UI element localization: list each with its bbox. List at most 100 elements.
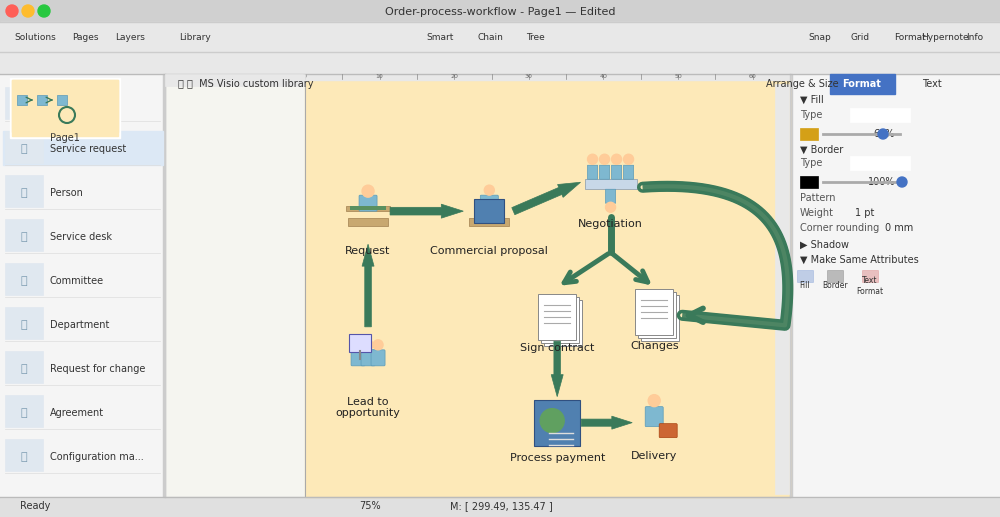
- Circle shape: [606, 202, 616, 212]
- Text: Fill: Fill: [800, 281, 810, 291]
- Circle shape: [878, 129, 888, 139]
- Bar: [827, 270, 843, 282]
- Text: 100%: 100%: [868, 177, 895, 187]
- Text: Configuration ma...: Configuration ma...: [50, 452, 144, 462]
- PathPatch shape: [581, 416, 632, 429]
- Bar: [830, 74, 895, 94]
- FancyBboxPatch shape: [645, 407, 663, 427]
- Bar: [3, 131, 163, 165]
- Text: Process payment: Process payment: [510, 453, 605, 463]
- Bar: [5, 175, 43, 207]
- Text: Solutions: Solutions: [14, 33, 56, 41]
- Bar: [12, 80, 118, 136]
- Circle shape: [484, 185, 494, 195]
- Text: 30: 30: [525, 73, 533, 79]
- Bar: [5, 87, 43, 119]
- Text: 0: 0: [303, 73, 307, 79]
- Bar: [0, 497, 1000, 517]
- FancyBboxPatch shape: [350, 206, 386, 210]
- Text: ⬛: ⬛: [21, 364, 27, 374]
- Circle shape: [648, 394, 660, 407]
- Text: ⬛: ⬛: [21, 144, 27, 154]
- Text: Hypernote: Hypernote: [921, 33, 969, 41]
- Text: Lead to
opportunity: Lead to opportunity: [336, 397, 400, 418]
- Circle shape: [588, 154, 598, 164]
- Text: Type: Type: [800, 110, 822, 120]
- FancyBboxPatch shape: [534, 400, 580, 446]
- Bar: [5, 263, 43, 295]
- Text: 1 pt: 1 pt: [855, 208, 874, 218]
- FancyBboxPatch shape: [600, 165, 610, 179]
- Bar: [5, 351, 43, 383]
- FancyBboxPatch shape: [480, 195, 498, 211]
- Text: Service request: Service request: [50, 144, 126, 154]
- Bar: [800, 128, 818, 140]
- Bar: [17, 95, 27, 105]
- Text: Format: Format: [894, 33, 926, 41]
- Text: Changes: Changes: [630, 341, 679, 351]
- Text: ⬛: ⬛: [21, 408, 27, 418]
- Text: Tree: Tree: [526, 33, 544, 41]
- Bar: [800, 176, 818, 188]
- FancyBboxPatch shape: [612, 165, 622, 179]
- Text: 0 mm: 0 mm: [885, 223, 913, 233]
- FancyBboxPatch shape: [541, 297, 579, 343]
- Text: Person: Person: [50, 188, 83, 198]
- FancyBboxPatch shape: [349, 334, 371, 352]
- Text: Text
Format: Text Format: [856, 276, 884, 296]
- Bar: [305, 78, 790, 497]
- Text: ⬛: ⬛: [21, 188, 27, 198]
- Text: 10: 10: [376, 73, 383, 79]
- Circle shape: [363, 340, 373, 350]
- Text: Text: Text: [922, 79, 942, 89]
- FancyBboxPatch shape: [641, 295, 679, 341]
- FancyBboxPatch shape: [359, 195, 377, 211]
- Bar: [165, 74, 305, 86]
- Bar: [850, 108, 910, 122]
- Bar: [57, 95, 67, 105]
- Bar: [305, 74, 790, 80]
- Bar: [5, 131, 43, 163]
- Bar: [850, 156, 910, 170]
- FancyBboxPatch shape: [371, 350, 385, 366]
- FancyBboxPatch shape: [348, 218, 388, 226]
- Text: ⬛: ⬛: [21, 320, 27, 330]
- Text: Sign contract: Sign contract: [520, 343, 594, 353]
- Bar: [5, 219, 43, 251]
- FancyBboxPatch shape: [638, 292, 676, 338]
- Text: Format: Format: [843, 79, 881, 89]
- Text: Library: Library: [179, 33, 211, 41]
- Text: Pattern: Pattern: [800, 193, 836, 203]
- FancyBboxPatch shape: [346, 206, 390, 211]
- Circle shape: [362, 185, 374, 197]
- Bar: [862, 270, 878, 282]
- Text: Corner rounding: Corner rounding: [800, 223, 879, 233]
- FancyBboxPatch shape: [544, 300, 582, 346]
- Text: Arrange & Size: Arrange & Size: [766, 79, 838, 89]
- Text: Weight: Weight: [800, 208, 834, 218]
- FancyBboxPatch shape: [361, 350, 375, 366]
- FancyBboxPatch shape: [474, 199, 504, 223]
- PathPatch shape: [551, 341, 563, 397]
- Text: 60: 60: [749, 73, 757, 79]
- PathPatch shape: [512, 183, 581, 215]
- Text: Solid: Solid: [855, 110, 879, 120]
- Text: Incident: Incident: [50, 100, 90, 110]
- Text: Committee: Committee: [50, 276, 104, 286]
- Circle shape: [612, 154, 622, 164]
- Text: ▼ Fill: ▼ Fill: [800, 95, 824, 105]
- Bar: [10, 78, 120, 138]
- Bar: [0, 0, 1000, 22]
- FancyBboxPatch shape: [624, 165, 634, 179]
- Text: Pages: Pages: [72, 33, 98, 41]
- Bar: [790, 74, 792, 497]
- Text: ▶ Shadow: ▶ Shadow: [800, 240, 849, 250]
- Circle shape: [540, 408, 564, 433]
- Bar: [5, 307, 43, 339]
- FancyBboxPatch shape: [585, 179, 637, 189]
- Circle shape: [600, 154, 610, 164]
- Bar: [790, 74, 1000, 497]
- Bar: [0, 22, 1000, 52]
- Text: Grid: Grid: [850, 33, 870, 41]
- Text: Order-process-workflow - Page1 — Edited: Order-process-workflow - Page1 — Edited: [385, 7, 615, 17]
